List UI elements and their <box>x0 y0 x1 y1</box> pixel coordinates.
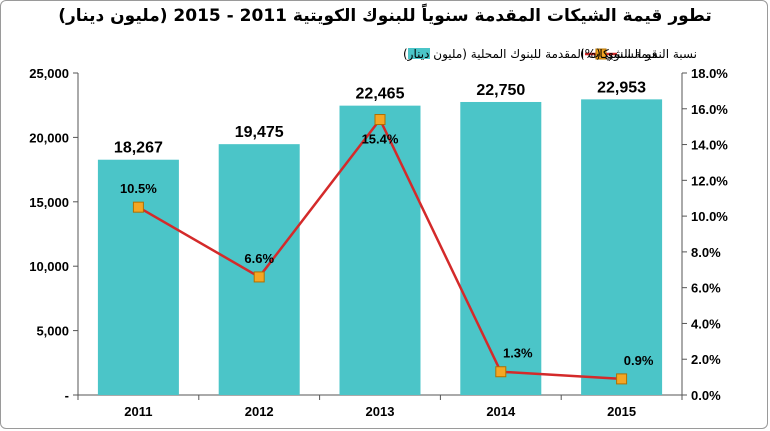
growth-line-series: 10.5% 6.6% 15.4% 1.3% 0.9% <box>120 114 654 385</box>
legend-item-checks: قيمة الشيكات المقدمة للبنوك المحلية (ملي… <box>403 47 657 62</box>
left-tick-label: 15,000 <box>29 195 69 210</box>
left-tick-label: 25,000 <box>29 66 69 81</box>
growth-marker-2012 <box>253 271 265 283</box>
bar-2013 <box>339 105 421 395</box>
bar-value-label: 18,267 <box>114 140 163 157</box>
right-tick-label: 6.0% <box>691 281 721 296</box>
left-tick-label: - <box>65 388 69 403</box>
bar-2015 <box>581 99 663 395</box>
legend-label-checks: قيمة الشيكات المقدمة للبنوك المحلية (ملي… <box>403 47 657 62</box>
right-tick-label: 8.0% <box>691 245 721 260</box>
right-tick-label: 4.0% <box>691 316 721 331</box>
growth-value-label: 10.5% <box>120 181 157 196</box>
left-tick-label: 20,000 <box>29 130 69 145</box>
bar-value-label: 19,475 <box>235 124 284 141</box>
legend-label-growth: نسبة النمو السنوي (%) <box>580 47 697 62</box>
growth-value-label: 0.9% <box>624 353 654 368</box>
right-tick-label: 0.0% <box>691 388 721 403</box>
growth-marker-2014 <box>495 366 507 378</box>
bars: 18,267 19,475 22,465 22,750 22,953 <box>97 79 663 395</box>
growth-value-label: 1.3% <box>503 346 533 361</box>
bar-value-label: 22,465 <box>356 86 405 103</box>
right-tick-label: 12.0% <box>691 173 728 188</box>
bar-2014 <box>460 101 542 395</box>
right-tick-label: 14.0% <box>691 138 728 153</box>
legend-bar-swatch <box>408 48 430 59</box>
right-tick-label: 16.0% <box>691 102 728 117</box>
right-tick-label: 10.0% <box>691 209 728 224</box>
x-tick-label: 2011 <box>124 404 152 419</box>
growth-marker-2011 <box>132 201 144 213</box>
left-tick-label: 10,000 <box>29 259 69 274</box>
bar-value-label: 22,953 <box>597 79 646 96</box>
growth-marker-2013 <box>374 114 386 126</box>
growth-value-label: 6.6% <box>244 251 274 266</box>
x-tick-label: 2014 <box>486 404 516 419</box>
bar-value-label: 22,750 <box>476 82 525 99</box>
legend-item-growth: نسبة النمو السنوي (%) <box>580 47 697 62</box>
x-tick-label: 2015 <box>607 404 636 419</box>
right-tick-label: 18.0% <box>691 66 728 81</box>
bar-2011 <box>97 159 179 395</box>
growth-value-label: 15.4% <box>362 132 399 147</box>
left-tick-label: 5,000 <box>36 324 69 339</box>
axes: - 5,000 10,000 15,000 20,000 25,000 0.0% 2.0% 4.… <box>29 66 728 419</box>
bar-2012 <box>218 144 300 395</box>
legend: نسبة النمو السنوي (%) قيمة الشيكات المقد… <box>403 47 697 62</box>
legend-marker-swatch <box>595 48 607 60</box>
x-tick-label: 2013 <box>366 404 395 419</box>
growth-marker-2015 <box>616 373 628 385</box>
chart-title: تطور قيمة الشيكات المقدمة سنوياً للبنوك … <box>58 6 712 26</box>
x-tick-label: 2012 <box>245 404 274 419</box>
right-tick-label: 2.0% <box>691 352 721 367</box>
